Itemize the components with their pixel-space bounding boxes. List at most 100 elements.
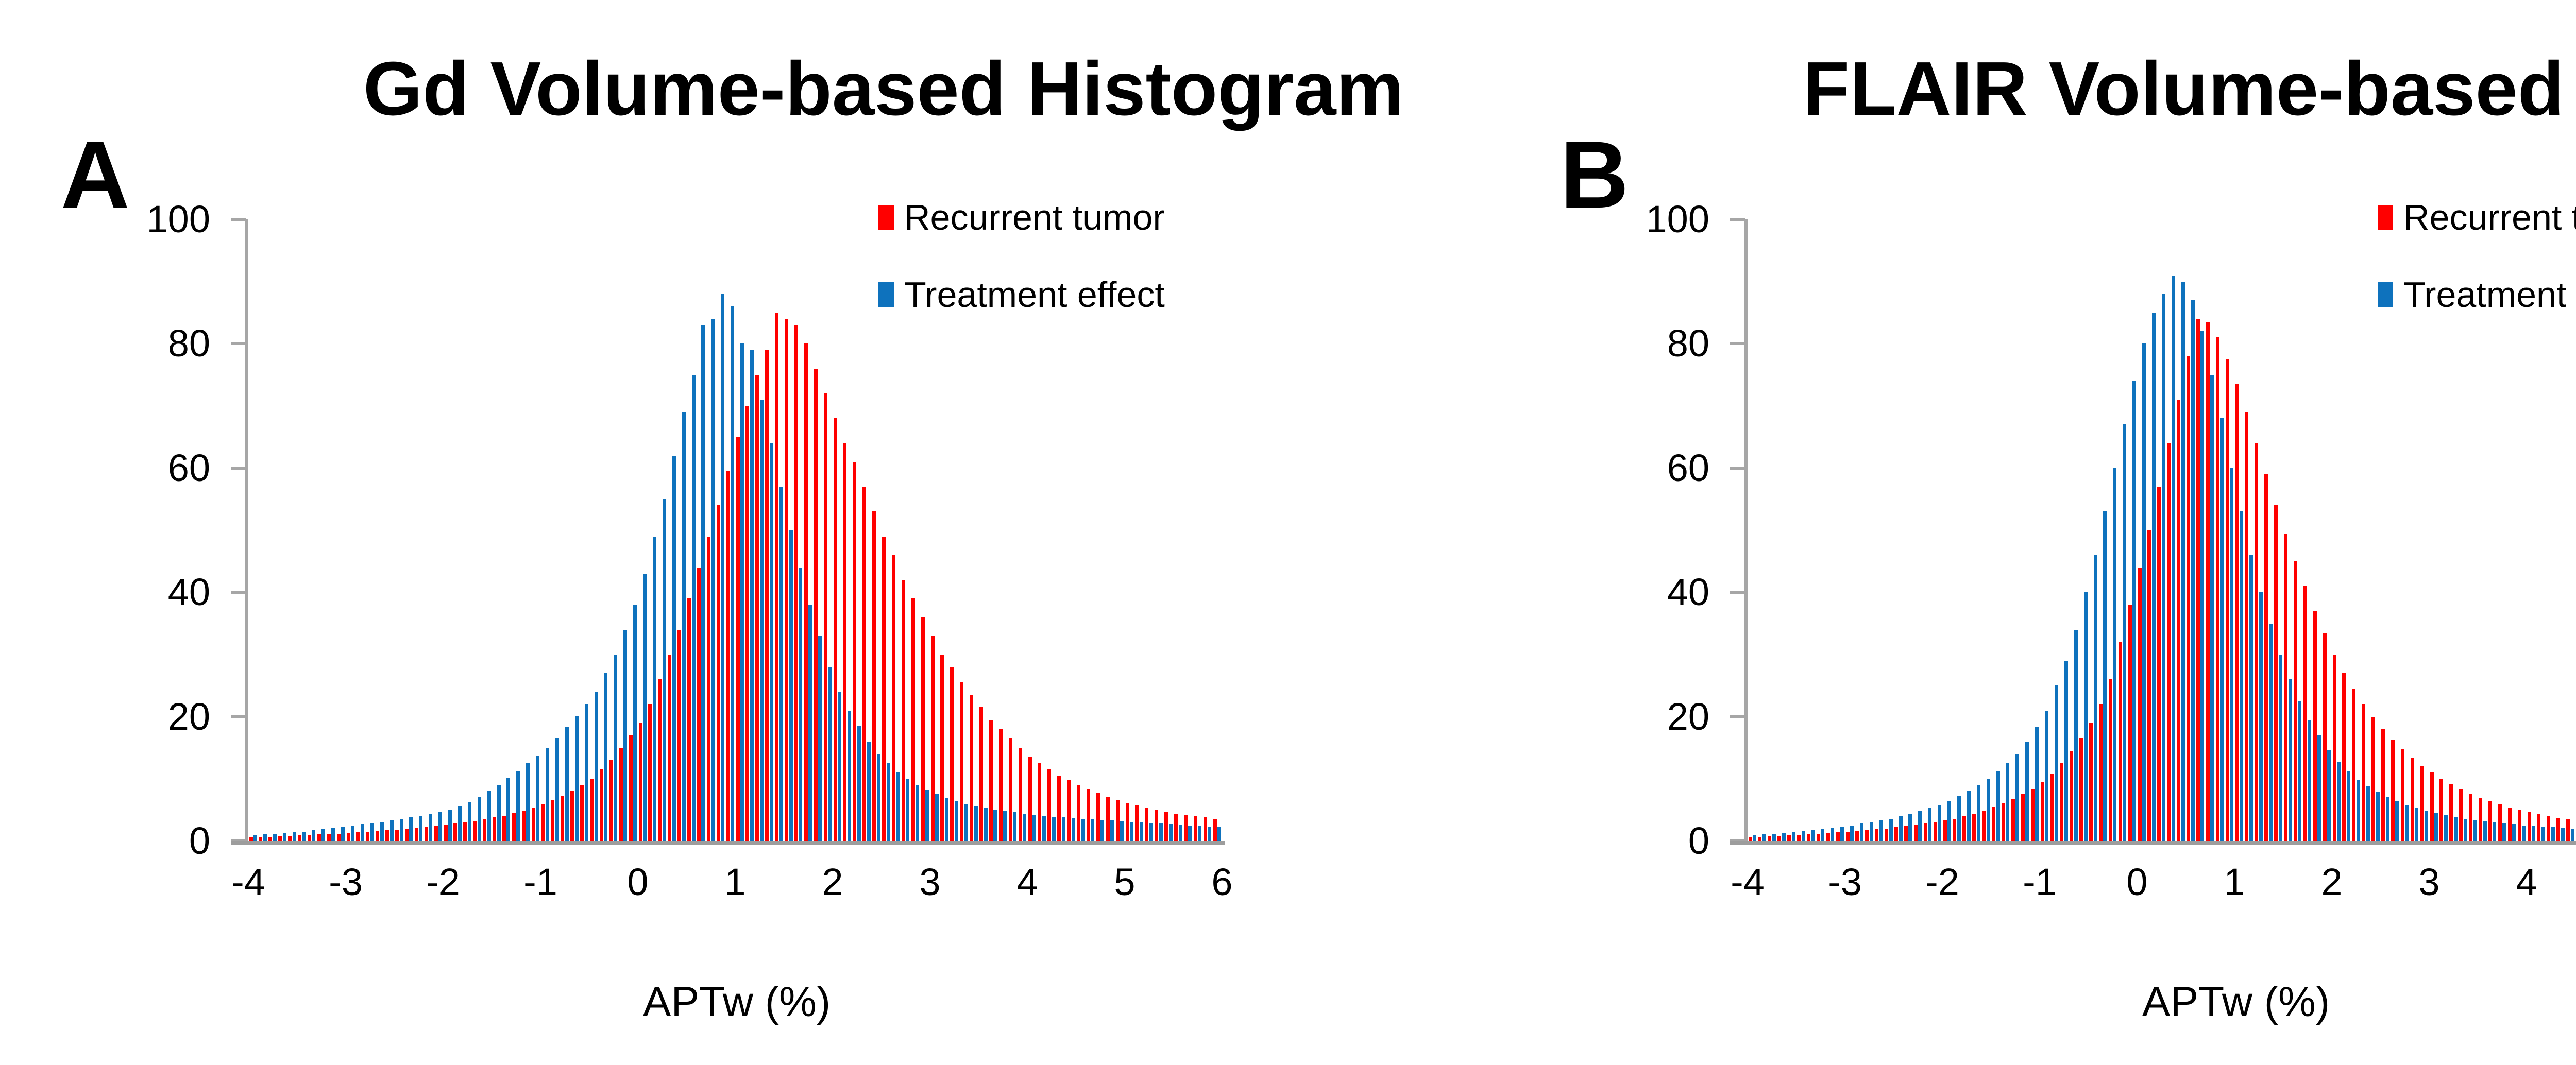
histogram-bar-treatment-effect xyxy=(546,748,549,841)
histogram-bar-treatment-effect xyxy=(477,797,481,841)
histogram-bar-treatment-effect xyxy=(516,771,520,841)
histogram-bar-recurrent-tumor xyxy=(998,729,1003,841)
histogram-bar-treatment-effect xyxy=(944,798,948,841)
histogram-bar-treatment-effect xyxy=(876,754,880,841)
y-tick-mark xyxy=(231,466,246,470)
histogram-bar-treatment-effect xyxy=(2561,828,2565,841)
histogram-bar-treatment-effect xyxy=(1967,791,1971,841)
y-tick-label: 40 xyxy=(1667,571,1709,614)
histogram-bar-recurrent-tumor xyxy=(2050,774,2054,841)
x-tick-label: 1 xyxy=(724,861,746,903)
histogram-bar-treatment-effect xyxy=(536,756,540,841)
histogram-bar-recurrent-tumor xyxy=(493,817,496,841)
x-tick-label: 0 xyxy=(627,861,649,903)
histogram-bar-treatment-effect xyxy=(984,808,988,841)
histogram-bar-treatment-effect xyxy=(1198,826,1202,841)
histogram-bar-treatment-effect xyxy=(2151,313,2156,841)
histogram-bar-recurrent-tumor xyxy=(862,487,867,841)
histogram-bar-recurrent-tumor xyxy=(1018,748,1022,841)
histogram-bar-recurrent-tumor xyxy=(1972,814,1976,841)
histogram-bar-recurrent-tumor xyxy=(619,748,623,841)
histogram-bar-recurrent-tumor xyxy=(872,511,876,841)
histogram-bar-treatment-effect xyxy=(2278,655,2282,841)
histogram-bar-treatment-effect xyxy=(2142,343,2146,841)
histogram-bar-treatment-effect xyxy=(2015,754,2020,841)
histogram-bar-recurrent-tumor xyxy=(298,835,301,841)
histogram-bar-treatment-effect xyxy=(750,350,754,841)
histogram-bar-recurrent-tumor xyxy=(2332,655,2336,841)
histogram-bar-treatment-effect xyxy=(1801,831,1805,841)
histogram-bar-recurrent-tumor xyxy=(1135,805,1139,841)
histogram-bar-treatment-effect xyxy=(487,791,491,841)
histogram-bar-treatment-effect xyxy=(2181,282,2185,841)
histogram-bar-recurrent-tumor xyxy=(745,406,750,841)
panel-a: A Gd Volume-based Histogram 100 80 60 40 20 0… xyxy=(61,46,1404,1023)
histogram-bar-treatment-effect xyxy=(759,400,764,841)
histogram-bar-treatment-effect xyxy=(2522,826,2526,841)
histogram-bar-recurrent-tumor xyxy=(1992,807,1995,841)
histogram-bar-recurrent-tumor xyxy=(2381,729,2385,841)
histogram-bar-treatment-effect xyxy=(838,692,841,841)
histogram-bar-treatment-effect xyxy=(2220,418,2224,841)
histogram-bar-recurrent-tumor xyxy=(843,443,847,841)
histogram-bar-recurrent-tumor xyxy=(2225,359,2229,841)
histogram-bar-recurrent-tumor xyxy=(1758,837,1762,841)
histogram-bar-treatment-effect xyxy=(2366,786,2370,841)
histogram-bar-recurrent-tumor xyxy=(785,319,788,841)
histogram-bar-recurrent-tumor xyxy=(2206,322,2210,841)
histogram-bar-treatment-effect xyxy=(389,820,394,841)
histogram-bar-recurrent-tumor xyxy=(444,825,448,841)
plot-area xyxy=(248,219,1222,841)
histogram-bar-treatment-effect xyxy=(769,443,773,841)
histogram-bar-treatment-effect xyxy=(672,456,676,841)
histogram-bar-recurrent-tumor xyxy=(473,821,477,841)
histogram-bar-recurrent-tumor xyxy=(551,800,555,841)
histogram-bar-recurrent-tumor xyxy=(1028,757,1032,841)
histogram-bar-recurrent-tumor xyxy=(2177,400,2181,841)
histogram-bar-recurrent-tumor xyxy=(2469,794,2473,841)
histogram-bar-treatment-effect xyxy=(1996,771,2000,841)
histogram-bar-treatment-effect xyxy=(2074,630,2078,841)
histogram-bar-treatment-effect xyxy=(448,810,452,841)
histogram-bar-treatment-effect xyxy=(604,673,608,841)
histogram-bar-treatment-effect xyxy=(2483,821,2487,841)
histogram-bar-recurrent-tumor xyxy=(2079,738,2083,841)
histogram-bar-recurrent-tumor xyxy=(288,836,292,841)
histogram-bar-recurrent-tumor xyxy=(356,832,360,841)
histogram-bar-recurrent-tumor xyxy=(677,630,682,841)
recurrent-tumor-swatch-icon xyxy=(878,205,894,230)
histogram-bar-treatment-effect xyxy=(1831,828,1835,841)
histogram-bar-treatment-effect xyxy=(2356,780,2360,841)
histogram-bar-recurrent-tumor xyxy=(463,822,467,841)
histogram-bar-recurrent-tumor xyxy=(2313,611,2317,841)
histogram-bar-treatment-effect xyxy=(1130,822,1133,841)
histogram-bar-treatment-effect xyxy=(721,294,725,841)
x-axis-title: APTw (%) xyxy=(2142,978,2330,1025)
x-tick-label: 0 xyxy=(2126,861,2148,903)
histogram-bar-recurrent-tumor xyxy=(2342,673,2346,841)
histogram-bar-recurrent-tumor xyxy=(1855,831,1859,841)
histogram-bar-treatment-effect xyxy=(1908,814,1912,841)
histogram-bar-recurrent-tumor xyxy=(668,655,672,841)
histogram-bar-recurrent-tumor xyxy=(1096,793,1100,841)
histogram-bar-treatment-effect xyxy=(1986,779,1990,841)
histogram-bar-recurrent-tumor xyxy=(2517,810,2521,841)
histogram-bar-treatment-effect xyxy=(974,806,978,841)
histogram-bar-recurrent-tumor xyxy=(2235,384,2239,841)
histogram-bar-recurrent-tumor xyxy=(1787,835,1791,841)
histogram-bar-recurrent-tumor xyxy=(1067,780,1071,841)
histogram-bar-recurrent-tumor xyxy=(2362,704,2366,841)
histogram-bar-treatment-effect xyxy=(1850,826,1854,841)
histogram-bar-recurrent-tumor xyxy=(259,837,263,841)
histogram-bar-recurrent-tumor xyxy=(2371,717,2376,841)
histogram-bar-recurrent-tumor xyxy=(1145,808,1149,841)
histogram-bar-treatment-effect xyxy=(2113,468,2117,841)
histogram-bar-recurrent-tumor xyxy=(502,816,506,841)
histogram-bar-recurrent-tumor xyxy=(2264,474,2268,841)
histogram-bar-recurrent-tumor xyxy=(940,655,944,841)
histogram-bar-recurrent-tumor xyxy=(775,313,779,841)
histogram-bar-recurrent-tumor xyxy=(2556,818,2561,841)
histogram-bar-treatment-effect xyxy=(526,763,530,841)
legend-label: Treatment effect xyxy=(2403,274,2576,315)
histogram-bar-treatment-effect xyxy=(799,568,803,841)
